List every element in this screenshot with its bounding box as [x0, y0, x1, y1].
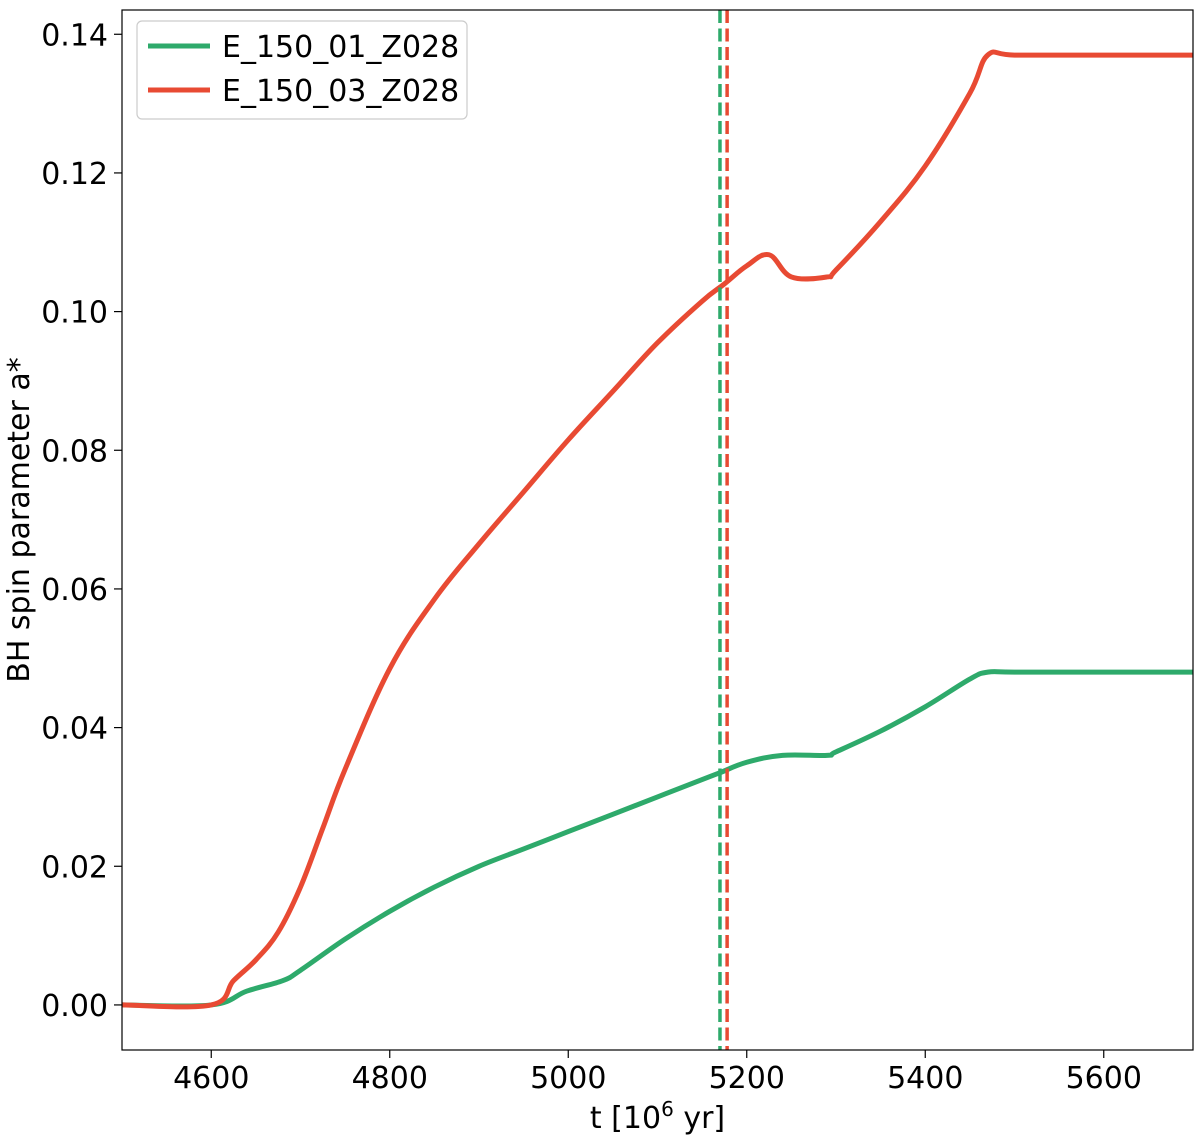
x-tick-label: 5600: [1066, 1061, 1142, 1096]
x-axis-label-main: t [10: [590, 1101, 661, 1136]
series-layer: [122, 49, 1193, 1010]
legend-label-E_150_03_Z028: E_150_03_Z028: [222, 74, 459, 109]
series-line-E_150_01_Z028: [122, 669, 1193, 1009]
y-tick-label: 0.14: [41, 18, 108, 53]
x-tick-label: 4800: [352, 1061, 428, 1096]
x-axis-label-tail: yr]: [674, 1101, 725, 1136]
y-tick-label: 0.04: [41, 712, 108, 747]
x-axis-label-sup: 6: [661, 1097, 674, 1121]
y-tick-label: 0.12: [41, 157, 108, 192]
y-tick-label: 0.00: [41, 989, 108, 1024]
series-line-E_150_03_Z028: [122, 49, 1193, 1010]
y-tick-label: 0.02: [41, 850, 108, 885]
x-axis: 4600 4800 5000 5200 5400 5600: [173, 1050, 1142, 1096]
y-tick-label: 0.06: [41, 573, 108, 608]
x-tick-label: 5200: [709, 1061, 785, 1096]
y-axis: 0.00 0.02 0.04 0.06 0.08 0.10 0.12 0.14: [41, 18, 122, 1024]
y-tick-label: 0.10: [41, 296, 108, 331]
vline-layer: [718, 10, 729, 1050]
x-tick-label: 5400: [887, 1061, 963, 1096]
y-axis-label: BH spin parameter a*: [2, 357, 37, 683]
x-tick-label: 5000: [530, 1061, 606, 1096]
y-tick-label: 0.08: [41, 434, 108, 469]
legend-label-E_150_01_Z028: E_150_01_Z028: [222, 30, 459, 65]
plot-frame: [121, 9, 1194, 1051]
x-axis-label: t [106 yr]: [590, 1097, 725, 1136]
x-tick-label: 4600: [173, 1061, 249, 1096]
legend-box: [136, 20, 468, 120]
legend: E_150_01_Z028 E_150_03_Z028: [136, 20, 468, 120]
